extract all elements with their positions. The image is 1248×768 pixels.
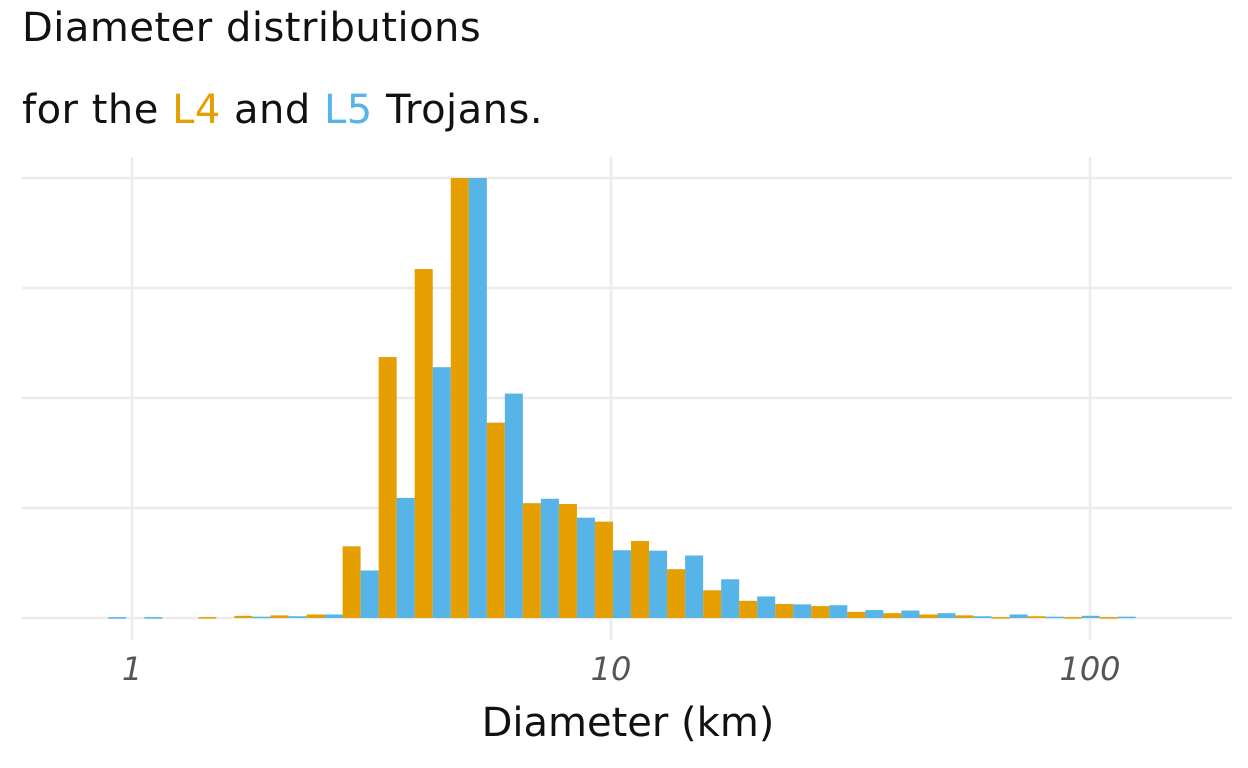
bar-l4 <box>198 617 217 619</box>
bar-l5 <box>612 550 632 618</box>
bar-l5 <box>144 617 163 619</box>
bar-l5 <box>649 550 668 618</box>
bar-l4 <box>775 603 794 618</box>
bar-l5 <box>1117 616 1136 619</box>
bar-l4 <box>234 615 253 618</box>
chart-title-line-2: for the L4 and L5 Trojans. <box>22 90 543 130</box>
title-mid: and <box>220 87 324 133</box>
bar-l4 <box>414 269 433 618</box>
bar-l4 <box>522 503 541 618</box>
bar-l5 <box>432 367 451 618</box>
bar-l4 <box>306 614 325 618</box>
x-tick-label: 100 <box>1059 650 1120 688</box>
title-prefix: for the <box>22 87 173 133</box>
bar-l4 <box>270 615 289 618</box>
bar-l4 <box>1099 617 1118 619</box>
bar-l4 <box>703 590 722 618</box>
bar-l4 <box>378 357 397 618</box>
bar-l4 <box>955 615 974 618</box>
bar-l5 <box>1009 614 1028 618</box>
legend-l4-label: L4 <box>172 87 221 133</box>
bar-l4 <box>631 541 650 618</box>
bar-l4 <box>450 178 469 618</box>
x-tick-label: 1 <box>122 650 142 688</box>
x-tick-labels: 1 10 100 <box>122 650 1121 688</box>
chart-title-line-1: Diameter distributions <box>22 5 482 51</box>
legend-l5-label: L5 <box>324 87 373 133</box>
bar-l4 <box>486 422 505 618</box>
bar-l5 <box>757 596 776 618</box>
bar-l5 <box>721 579 740 618</box>
bar-l5 <box>973 616 992 618</box>
bar-l4 <box>739 600 758 618</box>
bar-l4 <box>558 504 577 618</box>
x-tick-label: 10 <box>591 650 632 688</box>
bar-l5 <box>540 498 559 618</box>
bar-l5 <box>793 604 812 618</box>
bar-l5 <box>360 570 379 618</box>
bar-l5 <box>576 517 595 618</box>
bar-l5 <box>108 617 127 619</box>
bar-l5 <box>901 610 920 618</box>
bar-l4 <box>883 613 902 618</box>
bar-l5 <box>504 393 523 618</box>
title-suffix: Trojans. <box>372 87 544 133</box>
bar-l4 <box>342 546 361 618</box>
bar-l5 <box>468 178 487 618</box>
bar-l4 <box>919 614 938 618</box>
bar-l5 <box>396 497 415 618</box>
bar-l4 <box>594 521 613 618</box>
bar-l5 <box>288 616 307 618</box>
bar-l4 <box>991 617 1010 619</box>
x-axis-title: Diameter (km) <box>482 700 775 746</box>
bar-l5 <box>829 605 848 618</box>
bar-l5 <box>324 614 343 618</box>
bar-l4 <box>667 569 686 618</box>
bar-l4 <box>811 606 830 618</box>
bar-l4 <box>1027 616 1046 618</box>
bar-l5 <box>685 555 704 618</box>
bar-l4 <box>847 611 866 618</box>
bar-l5 <box>865 610 884 618</box>
bar-l5 <box>1045 616 1064 619</box>
bar-l5 <box>937 613 956 618</box>
bar-l4 <box>1063 617 1082 619</box>
bar-l5 <box>1081 615 1100 618</box>
bar-l5 <box>252 616 271 619</box>
histogram-bars <box>108 178 1136 619</box>
